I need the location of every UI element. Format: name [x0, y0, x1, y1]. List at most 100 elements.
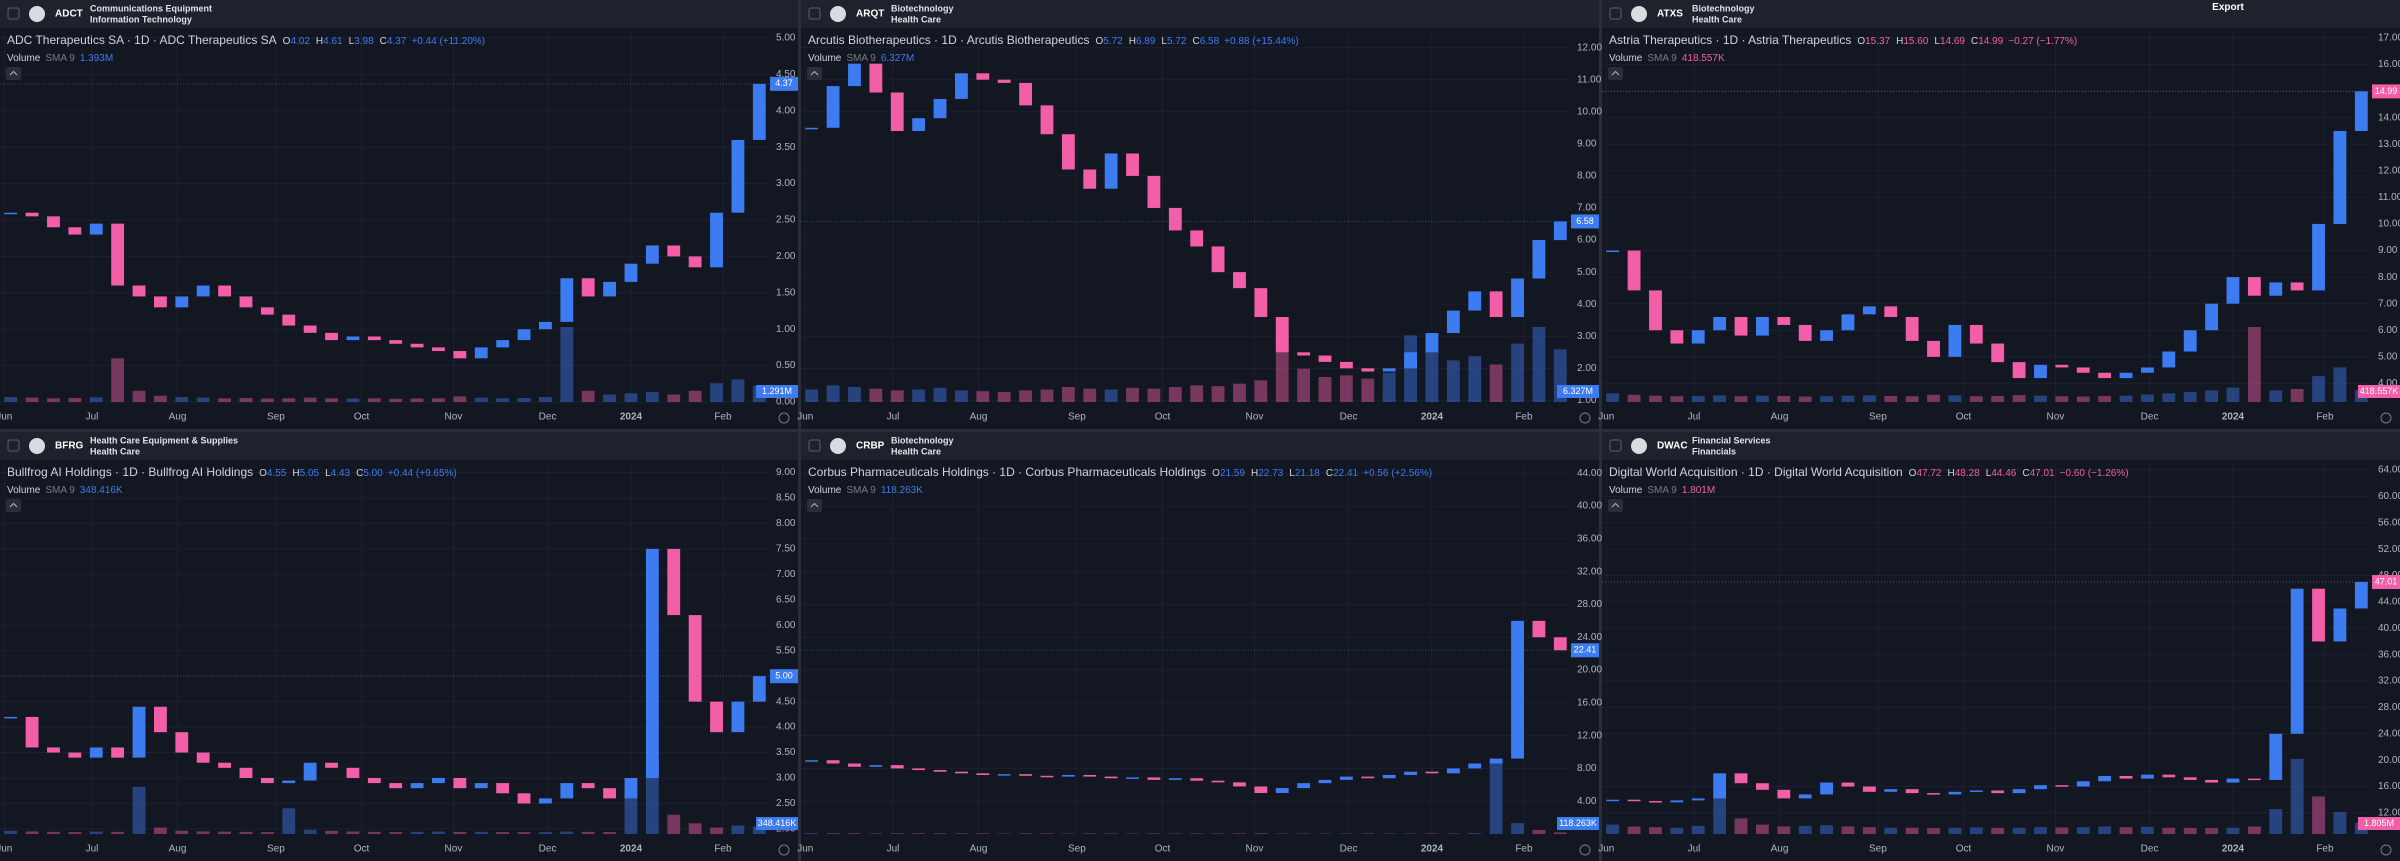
settings-icon[interactable] [2380, 412, 2392, 424]
settings-icon[interactable] [1579, 844, 1591, 856]
candle [2183, 777, 2197, 780]
checkbox[interactable] [7, 439, 20, 452]
collapse-button[interactable] [1608, 67, 1623, 80]
volume-bar [1670, 396, 1684, 402]
y-tick-label: 5.50 [776, 645, 796, 656]
ohlc-value: 14.99 [1978, 36, 2003, 47]
volume-bar [603, 394, 616, 402]
candle [603, 281, 616, 297]
plot-area [4, 548, 766, 834]
checkbox[interactable] [7, 7, 20, 20]
candle [890, 765, 904, 769]
volume-bar [955, 390, 968, 402]
checkbox[interactable] [808, 7, 821, 20]
candle [2141, 774, 2154, 779]
volume-bar [432, 831, 445, 834]
volume-bar [997, 833, 1011, 834]
y-tick-label: 4.50 [776, 696, 796, 707]
y-tick-label: 8.00 [1577, 171, 1597, 182]
candle [68, 752, 82, 758]
volume-title: Volume [7, 485, 41, 496]
y-tick-label: 44.00 [1577, 468, 1602, 479]
plot-area [805, 620, 1567, 834]
collapse-button[interactable] [6, 499, 21, 512]
x-tick-label: Oct [354, 412, 370, 423]
candle [4, 716, 18, 719]
settings-icon[interactable] [778, 844, 790, 856]
candle [2076, 367, 2090, 373]
collapse-button[interactable] [807, 499, 822, 512]
checkbox[interactable] [1609, 439, 1622, 452]
x-tick-label: Feb [714, 844, 732, 855]
checkbox[interactable] [808, 439, 821, 452]
candle [1446, 310, 1460, 334]
settings-icon[interactable] [2380, 844, 2392, 856]
volume-bar [282, 808, 296, 834]
x-tick-label: 2024 [2222, 844, 2245, 855]
candle [2354, 91, 2368, 131]
ohlc-value: 22.73 [1258, 468, 1283, 479]
settings-icon[interactable] [778, 412, 790, 424]
volume-label: 1.805M [2364, 818, 2394, 828]
ohlc-key: O [283, 36, 291, 47]
candle [2162, 774, 2176, 778]
volume-bar [1340, 375, 1353, 402]
candle [912, 768, 926, 771]
volume-bar [2055, 396, 2069, 402]
ohlc-value: 6.89 [1136, 36, 1156, 47]
volume-bar [1211, 386, 1225, 402]
candle [688, 615, 702, 702]
x-tick-label: Jun [1598, 412, 1614, 423]
volume-bar [303, 397, 317, 402]
volume-bar [890, 390, 904, 402]
x-tick-label: Jul [86, 412, 99, 423]
candle [976, 73, 990, 80]
price-label: 47.01 [2375, 576, 2398, 586]
candle [2162, 351, 2176, 368]
volume-sma: 1.801M [1682, 485, 1715, 496]
candle [1649, 290, 1662, 331]
ohlc-key: L [1289, 468, 1295, 479]
candle [805, 127, 819, 130]
export-label[interactable]: Export [2212, 2, 2244, 13]
volume-label: 418.557K [2360, 386, 2399, 396]
volume-bar [1489, 364, 1503, 402]
collapse-button[interactable] [1608, 499, 1623, 512]
panel-header [1602, 432, 2400, 460]
plot-area [1606, 582, 2368, 834]
collapse-button[interactable] [6, 67, 21, 80]
checkbox[interactable] [1609, 7, 1622, 20]
candle [955, 771, 968, 774]
volume-bar [688, 390, 702, 402]
volume-bar [1627, 394, 1641, 402]
change: −0.60 (−1.26%) [2060, 468, 2129, 479]
candle [997, 774, 1011, 776]
volume-bar [1713, 395, 1727, 402]
ohlc-key: H [292, 468, 299, 479]
volume-bar [869, 833, 883, 834]
export-button[interactable] [2200, 0, 2256, 15]
panel-header [0, 432, 798, 460]
settings-icon[interactable] [1579, 412, 1591, 424]
volume-bar [68, 832, 82, 834]
volume-bar [1061, 387, 1075, 402]
volume-bar [2162, 393, 2176, 402]
volume-bar [624, 393, 638, 402]
volume-sma: 418.557K [1682, 53, 1725, 64]
volume-bar [1425, 833, 1439, 834]
collapse-button[interactable] [807, 67, 822, 80]
candle [826, 760, 840, 764]
volume-bar [68, 398, 82, 402]
volume-bar [2183, 391, 2197, 402]
y-tick-label: 6.00 [1577, 235, 1597, 246]
volume-bar [47, 398, 60, 402]
candle [1468, 291, 1482, 311]
candle [1168, 778, 1182, 780]
volume-bar [196, 831, 210, 834]
candle [1254, 786, 1268, 794]
volume-bar [1756, 824, 1769, 834]
y-tick-label: 40.00 [1577, 501, 1602, 512]
ohlc-key: C [1326, 468, 1333, 479]
ohlc-key: H [1896, 36, 1903, 47]
